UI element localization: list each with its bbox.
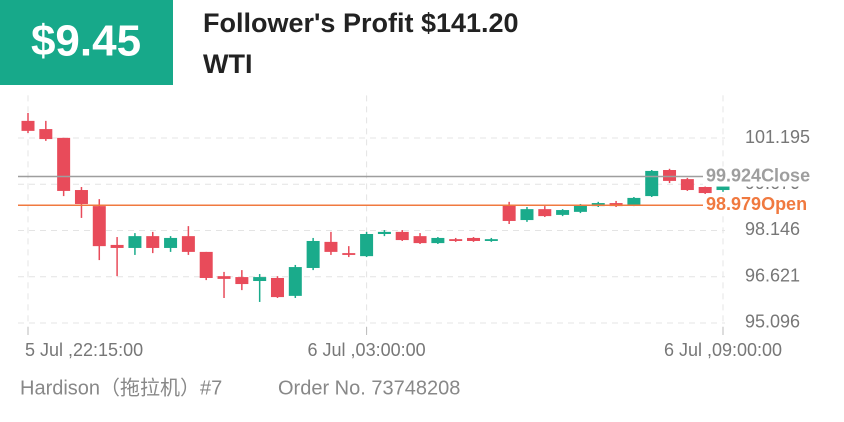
- candle-body: [573, 204, 587, 212]
- candle-body: [538, 209, 552, 217]
- reference-name: Open: [761, 194, 807, 214]
- candle-body: [484, 239, 498, 241]
- symbol: WTI: [203, 49, 252, 79]
- reference-value: 98.979: [706, 194, 761, 214]
- x-tick-label: 6 Jul ,09:00:00: [664, 340, 782, 360]
- x-tick-label: 6 Jul ,03:00:00: [308, 340, 426, 360]
- candle-body: [110, 244, 124, 248]
- badge-amount: $9.45: [31, 17, 141, 66]
- candle-body: [288, 267, 302, 296]
- candle-body: [217, 276, 231, 279]
- reference-value: 99.924: [706, 165, 761, 185]
- candle-body: [449, 239, 463, 241]
- candle-body: [698, 186, 712, 194]
- reference-label: 98.979Open: [706, 194, 807, 214]
- reference-label-bg: [703, 195, 815, 216]
- candle-body: [467, 237, 481, 241]
- candle-body: [502, 204, 516, 221]
- candle-body: [181, 236, 195, 252]
- reference-name: Close: [761, 165, 810, 185]
- title: Follower's Profit $141.20: [203, 8, 519, 38]
- y-tick-label: 96.621: [745, 265, 800, 285]
- candle-body: [253, 277, 267, 282]
- badge: [0, 0, 173, 85]
- candle-body: [92, 206, 106, 247]
- candle-body: [680, 179, 694, 191]
- candle-body: [324, 241, 338, 252]
- candle-body: [663, 170, 677, 181]
- candle-body: [199, 251, 213, 278]
- candle-body: [520, 209, 534, 221]
- candle-body: [431, 237, 445, 244]
- candle-body: [342, 253, 356, 255]
- y-tick-label: 101.195: [745, 127, 810, 147]
- candle-body: [146, 236, 160, 248]
- candle-body: [306, 240, 320, 268]
- reference-label-bg: [703, 166, 815, 187]
- candle-body: [164, 237, 178, 248]
- candle-body: [627, 197, 641, 205]
- candle-body: [39, 129, 53, 140]
- y-tick-label: 98.146: [745, 219, 800, 239]
- candle-body: [128, 236, 142, 248]
- candle-body: [413, 236, 427, 244]
- candle-body: [645, 170, 659, 197]
- order-number: Order No. 73748208: [278, 377, 460, 399]
- candle-body: [360, 234, 374, 257]
- candle-body: [556, 210, 570, 215]
- y-tick-label: 95.096: [745, 312, 800, 332]
- candle-body: [395, 231, 409, 241]
- candle-body: [377, 231, 391, 235]
- candle-body: [270, 277, 284, 298]
- candle-body: [74, 190, 88, 204]
- candle-body: [235, 277, 249, 285]
- trader: Hardison（拖拉机）#7: [20, 376, 222, 399]
- reference-label: 99.924Close: [706, 165, 810, 185]
- candle-body: [716, 183, 730, 191]
- candle-body: [57, 137, 71, 191]
- candle-body: [21, 120, 35, 131]
- x-tick-label: 5 Jul ,22:15:00: [25, 340, 143, 360]
